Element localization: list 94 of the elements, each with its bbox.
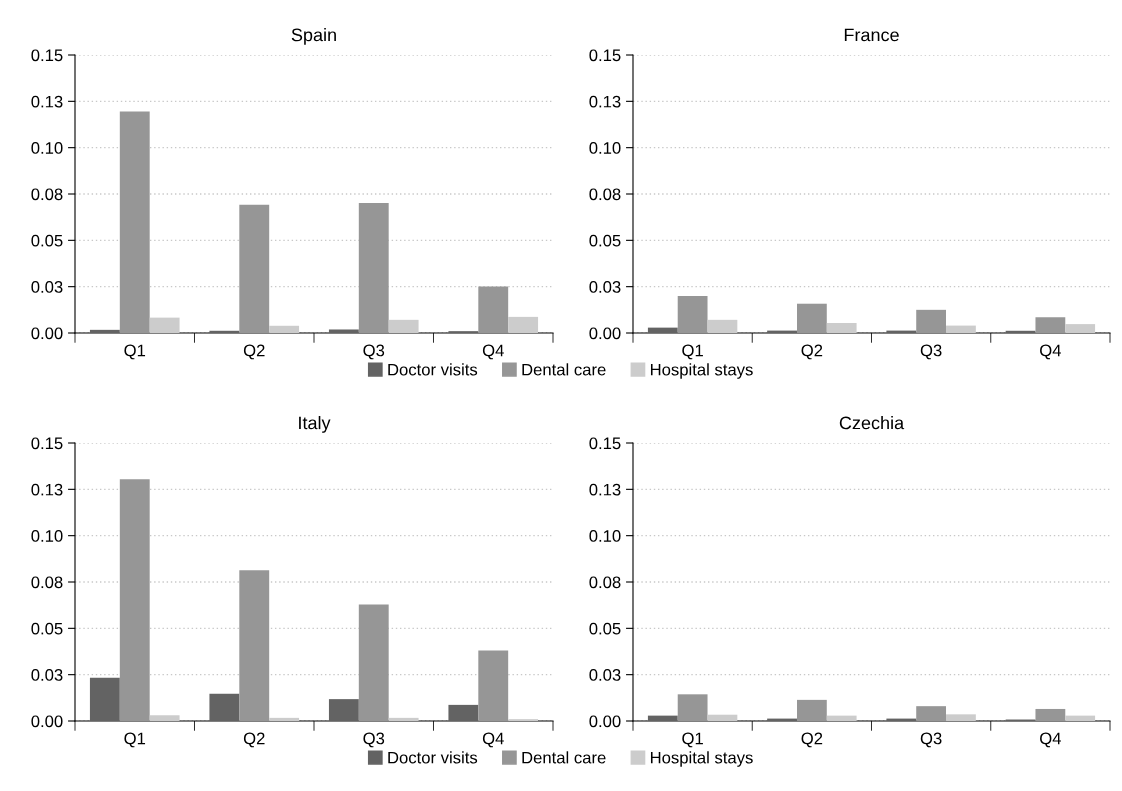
- bar: [1065, 324, 1096, 333]
- y-tick-label: 0.08: [31, 576, 63, 589]
- bar: [826, 715, 857, 721]
- x-tick-label: Q3: [363, 732, 385, 748]
- y-tick-label: 0.15: [589, 49, 621, 62]
- bar: [119, 479, 150, 721]
- y-tick-label: 0.13: [589, 95, 621, 108]
- bar: [269, 325, 300, 333]
- x-tick-label: Q2: [801, 732, 823, 748]
- bar: [358, 202, 389, 333]
- y-tick-label: 0.15: [31, 49, 63, 62]
- y-tick-label: 0.05: [589, 622, 621, 635]
- bar: [209, 330, 240, 333]
- bar: [916, 309, 947, 333]
- chart-title: Spain: [291, 28, 336, 45]
- bar: [239, 570, 270, 721]
- y-tick-label: 0.13: [31, 95, 63, 108]
- bar: [328, 699, 359, 721]
- y-tick-label: 0.15: [31, 437, 63, 450]
- bar: [478, 286, 509, 333]
- bar: [796, 699, 827, 721]
- legend-label: Doctor visits: [388, 363, 478, 376]
- x-tick-label: Q3: [363, 344, 385, 360]
- legend-label: Dental care: [522, 751, 606, 764]
- y-tick-label: 0.00: [589, 327, 621, 340]
- y-tick-label: 0.15: [589, 437, 621, 450]
- x-tick-label: Q4: [482, 732, 504, 748]
- legend-label: Doctor visits: [388, 751, 478, 764]
- bar: [358, 604, 389, 721]
- x-tick-label: Q1: [682, 732, 703, 748]
- bar: [707, 714, 738, 721]
- x-tick-label: Q2: [243, 732, 265, 748]
- bar: [478, 650, 509, 721]
- bar: [677, 694, 708, 721]
- legend-label: Hospital stays: [650, 363, 753, 379]
- y-tick-label: 0.00: [589, 715, 621, 728]
- y-tick-label: 0.03: [589, 669, 621, 681]
- bar: [508, 316, 539, 333]
- x-tick-label: Q4: [482, 344, 504, 360]
- bar: [149, 317, 180, 333]
- bar: [677, 296, 708, 333]
- y-tick-label: 0.00: [31, 715, 63, 728]
- bar: [388, 319, 419, 333]
- y-tick-label: 0.13: [31, 483, 63, 496]
- bar: [946, 714, 976, 721]
- chart-title: France: [844, 28, 899, 42]
- y-tick-label: 0.10: [589, 530, 621, 542]
- y-tick-label: 0.03: [31, 669, 63, 681]
- chart-title: Italy: [299, 416, 331, 433]
- bar: [89, 677, 120, 721]
- bar: [239, 204, 270, 333]
- y-tick-label: 0.08: [589, 576, 621, 589]
- y-tick-label: 0.13: [589, 483, 621, 496]
- bar: [1035, 708, 1066, 721]
- y-tick-label: 0.05: [589, 234, 621, 247]
- bar: [1035, 317, 1066, 333]
- bar: [149, 715, 180, 721]
- bar: [328, 329, 359, 333]
- legend-label: Dental care: [522, 363, 606, 376]
- y-tick-label: 0.10: [589, 142, 621, 154]
- y-tick-label: 0.08: [31, 188, 63, 201]
- y-tick-label: 0.00: [31, 327, 63, 340]
- bar: [119, 111, 150, 333]
- bar: [448, 704, 479, 721]
- bar: [209, 693, 240, 721]
- y-tick-label: 0.05: [31, 622, 63, 635]
- legend-label: Hospital stays: [650, 751, 753, 767]
- bar: [1065, 715, 1096, 721]
- x-tick-label: Q1: [124, 344, 146, 360]
- x-tick-label: Q2: [243, 344, 265, 360]
- bar: [707, 319, 738, 333]
- x-tick-label: Q2: [801, 344, 823, 360]
- bar: [826, 322, 857, 333]
- y-tick-label: 0.05: [31, 234, 63, 247]
- y-tick-label: 0.03: [589, 281, 621, 293]
- bar: [796, 303, 827, 333]
- y-tick-label: 0.10: [31, 142, 63, 154]
- x-tick-label: Q4: [1040, 344, 1061, 360]
- chart-title: Czechia: [839, 416, 905, 430]
- bar: [388, 717, 419, 721]
- bar: [89, 329, 120, 333]
- x-tick-label: Q4: [1040, 732, 1061, 748]
- y-tick-label: 0.10: [31, 530, 63, 542]
- bar: [647, 327, 678, 333]
- bar: [269, 717, 300, 721]
- y-tick-label: 0.03: [31, 281, 63, 293]
- bar: [946, 325, 976, 333]
- x-tick-label: Q1: [124, 732, 146, 748]
- bar: [916, 706, 947, 721]
- x-tick-label: Q3: [920, 732, 942, 748]
- x-tick-label: Q1: [682, 344, 703, 360]
- bar: [647, 715, 678, 721]
- x-tick-label: Q3: [920, 344, 942, 360]
- y-tick-label: 0.08: [589, 188, 621, 201]
